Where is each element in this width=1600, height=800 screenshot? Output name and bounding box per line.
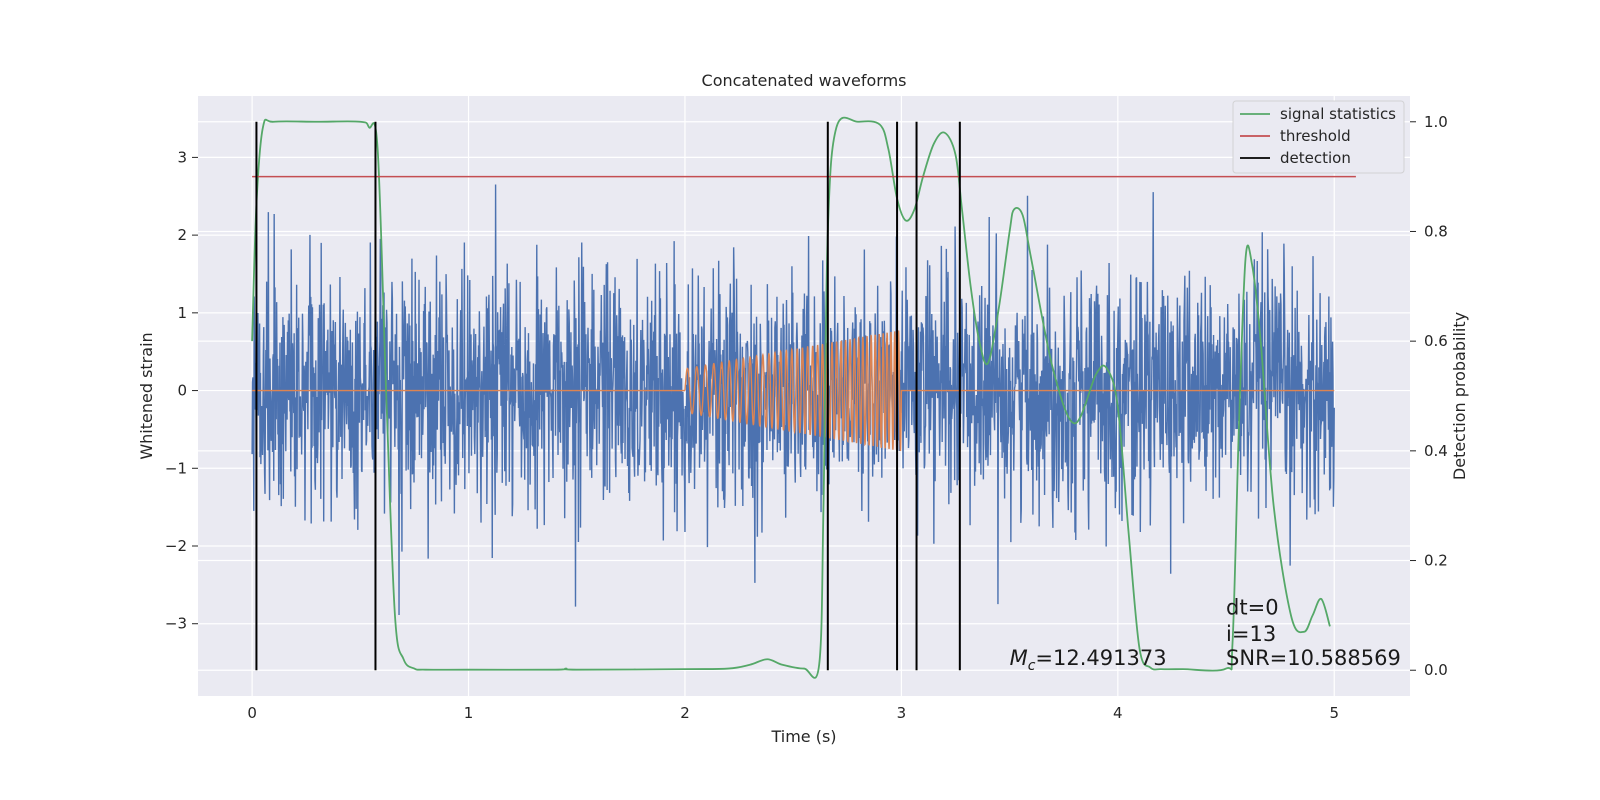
injected-signal-trace [252,330,1335,452]
chart-title: Concatenated waveforms [702,71,907,90]
injected-signal-series [252,330,1335,452]
x-tick-label: 0 [247,704,257,722]
x-tick-label: 3 [897,704,907,722]
y-tick-label: 0 [177,382,187,400]
y2-axis-label: Detection probability [1450,312,1469,480]
y2-tick-label: 0.2 [1424,552,1448,570]
y2-tick-label: 0.6 [1424,332,1448,350]
legend-box [1232,100,1405,174]
x-axis-label: Time (s) [770,727,836,746]
y-tick-label: 3 [177,148,187,166]
annotation-text: SNR=10.588569 [1226,646,1401,670]
legend-label-signal-statistics: signal statistics [1280,105,1396,123]
y2-tick-label: 1.0 [1424,113,1448,131]
x-tick-label: 1 [464,704,474,722]
y2-tick-label: 0.8 [1424,222,1448,240]
tick-labels: 0 1 2 3 4 5 −3 −2 −1 0 1 2 3 0.0 0.2 0.4 0.6 0.8 1.0 [165,113,1448,722]
y-axis-label: Whitened strain [137,332,156,459]
y-tick-label: −2 [165,537,187,555]
legend-label-detection: detection [1280,149,1351,167]
y2-tick-label: 0.0 [1424,661,1448,679]
legend-label-threshold: threshold [1280,127,1351,145]
y-tick-label: −3 [165,615,187,633]
y-tick-label: 2 [177,226,187,244]
y-tick-label: 1 [177,304,187,322]
y-tick-label: −1 [165,459,187,477]
legend: signal statistics threshold detection [1232,100,1405,174]
x-tick-label: 2 [680,704,690,722]
annotation-text: i=13 [1226,622,1276,646]
annotation-text: dt=0 [1226,595,1279,619]
x-tick-label: 4 [1113,704,1123,722]
detection-series [255,121,961,671]
chirp-mass-annotation: Mc=12.491373 [1010,646,1167,674]
y2-tick-label: 0.4 [1424,442,1448,460]
x-tick-label: 5 [1329,704,1339,722]
